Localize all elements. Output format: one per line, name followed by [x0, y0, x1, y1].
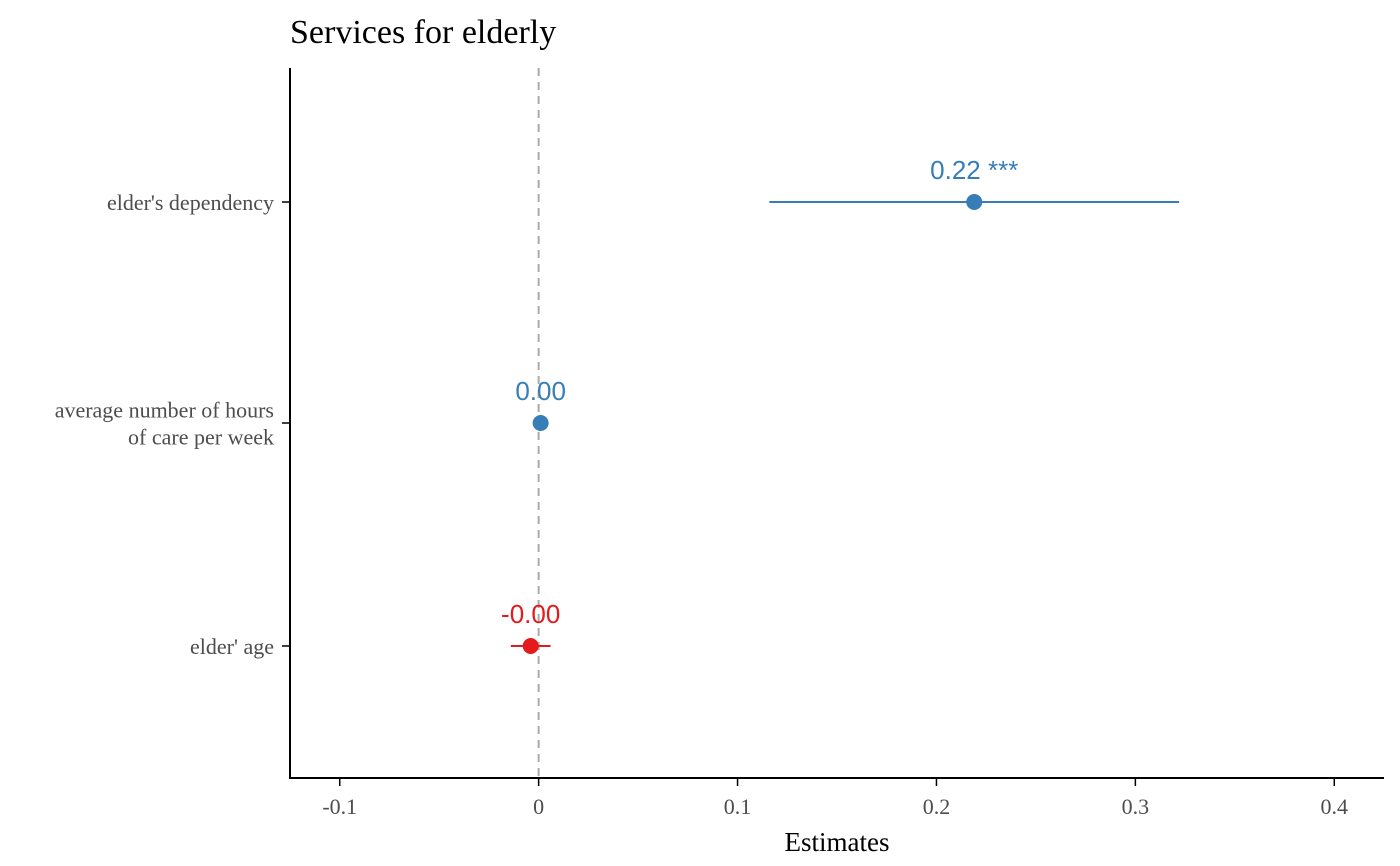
estimate-point — [966, 194, 983, 210]
x-tick-label: 0.3 — [1122, 794, 1150, 819]
x-tick-label: 0.2 — [923, 794, 951, 819]
value-label: -0.00 — [501, 599, 560, 629]
y-tick-label: elder's dependency — [107, 190, 274, 215]
value-label: 0.22 *** — [930, 155, 1018, 185]
x-tick-label: 0 — [533, 794, 544, 819]
value-label: 0.00 — [515, 376, 566, 406]
y-tick-label: of care per week — [128, 425, 274, 450]
x-axis-label: Estimates — [785, 827, 890, 857]
x-tick-label: 0.1 — [724, 794, 752, 819]
chart-title: Services for elderly — [290, 14, 556, 51]
y-tick-label: elder' age — [190, 634, 274, 659]
x-tick-label: -0.1 — [322, 794, 357, 819]
x-tick-label: 0.4 — [1321, 794, 1349, 819]
estimate-point — [522, 638, 539, 654]
estimate-point — [532, 415, 549, 431]
y-tick-label: average number of hours — [55, 398, 274, 423]
plot-area: -0.1 0 0.1 0.2 0.3 0.4 elder's dependency 0.22 … — [55, 68, 1384, 819]
